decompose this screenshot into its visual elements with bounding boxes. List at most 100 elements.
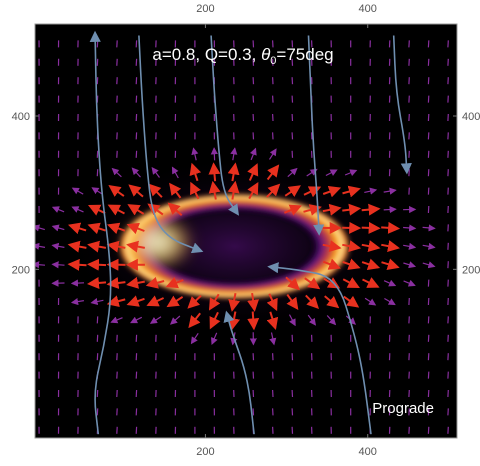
- field-arrow: [247, 163, 259, 181]
- field-arrow: [126, 240, 145, 253]
- field-arrow: [210, 147, 218, 161]
- field-arrow: [126, 222, 145, 235]
- field-arrow: [266, 183, 281, 198]
- x-tick-label: 200: [196, 3, 214, 15]
- field-arrow: [342, 203, 362, 216]
- field-arrow: [169, 315, 181, 325]
- field-arrow: [362, 277, 380, 288]
- polarization-vector-field: [35, 40, 449, 434]
- plot-frame: [34, 23, 458, 439]
- field-arrow: [191, 147, 199, 161]
- field-arrow: [106, 295, 126, 307]
- field-arrow: [342, 185, 361, 198]
- field-arrow: [284, 204, 302, 216]
- field-arrow: [422, 242, 436, 250]
- field-arrow: [384, 297, 396, 306]
- field-arrow: [110, 316, 123, 324]
- field-arrow: [208, 162, 221, 182]
- field-arrow: [111, 167, 122, 178]
- field-arrow: [167, 202, 183, 216]
- field-arrow: [70, 279, 85, 287]
- x-tick-label: 200: [196, 446, 214, 458]
- field-arrow: [383, 187, 397, 195]
- field-arrow: [71, 187, 84, 195]
- field-arrow: [166, 295, 184, 308]
- prograde-label: Prograde: [372, 400, 434, 417]
- field-arrow: [67, 222, 87, 235]
- field-arrow: [269, 332, 277, 346]
- field-arrow: [227, 162, 240, 182]
- field-arrow: [171, 166, 179, 179]
- field-arrow: [128, 184, 144, 198]
- field-arrow: [422, 224, 436, 232]
- field-arrow: [71, 206, 84, 213]
- field-arrow: [361, 240, 381, 252]
- field-arrow: [322, 203, 342, 216]
- field-arrow: [342, 240, 362, 252]
- y-tick-label: 400: [462, 111, 480, 123]
- field-arrow: [381, 221, 401, 234]
- field-arrow: [165, 277, 184, 289]
- field-arrow: [208, 180, 221, 200]
- field-arrow: [285, 276, 300, 291]
- field-arrow: [190, 181, 201, 200]
- field-arrow: [381, 258, 400, 271]
- field-arrow: [126, 276, 145, 289]
- field-arrow: [51, 206, 65, 213]
- field-arrow: [51, 261, 65, 269]
- field-arrow: [266, 164, 280, 181]
- field-arrow: [322, 258, 341, 270]
- field-arrow: [325, 169, 338, 177]
- y-tick-label: 400: [12, 111, 30, 123]
- field-arrow: [91, 187, 103, 195]
- field-arrow: [383, 279, 397, 287]
- field-arrow: [247, 311, 260, 331]
- streamline: [210, 35, 240, 216]
- field-arrow: [344, 169, 358, 177]
- field-arrow: [169, 182, 182, 199]
- y-tick-label: 200: [12, 264, 30, 276]
- field-arrow: [247, 292, 260, 312]
- streamlines: [89, 30, 412, 435]
- field-arrow: [131, 167, 141, 178]
- field-arrow: [286, 294, 299, 311]
- field-arrow: [304, 277, 321, 290]
- field-arrow: [287, 167, 298, 178]
- streamline: [267, 262, 372, 435]
- intensity-heatmap: [64, 155, 406, 338]
- field-arrow: [70, 297, 84, 306]
- field-arrow: [187, 294, 202, 309]
- field-arrow: [147, 203, 164, 216]
- field-arrow: [67, 240, 87, 253]
- field-arrow: [266, 293, 278, 312]
- field-arrow: [127, 204, 145, 216]
- field-arrow: [322, 186, 342, 198]
- field-arrow: [247, 181, 259, 200]
- field-arrow: [364, 187, 378, 195]
- axis-ticks: 200 200 400 400 200 200 400 400: [12, 3, 480, 458]
- field-arrow: [403, 279, 416, 287]
- field-arrow: [211, 332, 218, 346]
- field-arrow: [268, 148, 277, 160]
- field-arrow: [383, 205, 397, 214]
- field-arrow: [106, 240, 126, 253]
- field-arrow: [51, 224, 65, 232]
- field-arrow: [146, 295, 165, 307]
- streamline: [138, 35, 204, 254]
- field-arrow: [361, 221, 381, 234]
- field-arrow: [381, 240, 400, 252]
- field-arrow: [108, 185, 125, 197]
- field-arrow: [87, 204, 106, 216]
- title-prefix: a=0.8, Q=0.3,: [152, 45, 261, 64]
- field-arrow: [189, 162, 202, 182]
- field-arrow: [305, 294, 319, 310]
- field-arrow: [130, 316, 143, 324]
- title-subscript: 0: [270, 55, 276, 67]
- x-tick-label: 400: [359, 446, 377, 458]
- field-arrow: [422, 261, 436, 269]
- field-arrow: [87, 222, 106, 235]
- field-arrow: [288, 314, 296, 327]
- field-arrow: [361, 203, 381, 216]
- field-arrow: [228, 293, 241, 312]
